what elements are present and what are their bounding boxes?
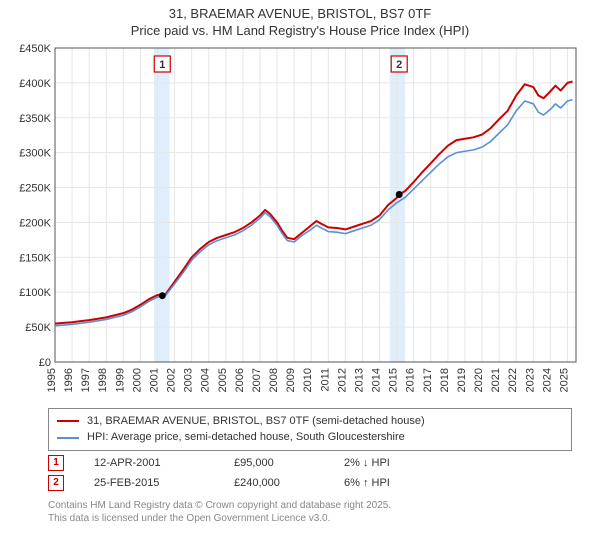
svg-text:£0: £0	[39, 357, 51, 369]
svg-text:2023: 2023	[524, 368, 536, 392]
svg-text:£250K: £250K	[19, 182, 51, 194]
legend-label-1: 31, BRAEMAR AVENUE, BRISTOL, BS7 0TF (se…	[87, 413, 425, 430]
footer-line1: Contains HM Land Registry data © Crown c…	[48, 499, 600, 512]
svg-text:£300K: £300K	[19, 147, 51, 159]
line-chart: £0 £50K £100K £150K £200K £250K £300K £350K £400…	[10, 42, 590, 402]
svg-text:2021: 2021	[490, 368, 502, 392]
annotation-row: 1 12-APR-2001 £95,000 2% ↓ HPI	[48, 455, 600, 471]
svg-text:2015: 2015	[388, 368, 400, 392]
svg-text:2009: 2009	[285, 368, 297, 392]
title-line2: Price paid vs. HM Land Registry's House …	[0, 23, 600, 40]
svg-text:2003: 2003	[183, 368, 195, 392]
svg-text:2000: 2000	[131, 368, 143, 392]
svg-text:2024: 2024	[541, 368, 553, 392]
svg-text:2007: 2007	[251, 368, 263, 392]
svg-text:1997: 1997	[80, 368, 92, 392]
svg-text:2: 2	[396, 59, 402, 71]
annotation-table: 1 12-APR-2001 £95,000 2% ↓ HPI 2 25-FEB-2015 £…	[0, 455, 600, 491]
svg-text:£400K: £400K	[19, 78, 51, 90]
legend-swatch-2	[57, 437, 79, 439]
svg-text:1996: 1996	[63, 368, 75, 392]
svg-text:2012: 2012	[336, 368, 348, 392]
svg-text:2010: 2010	[302, 368, 314, 392]
legend-row-1: 31, BRAEMAR AVENUE, BRISTOL, BS7 0TF (se…	[57, 413, 563, 430]
chart-area: £0 £50K £100K £150K £200K £250K £300K £350K £400…	[10, 42, 590, 402]
svg-text:2020: 2020	[473, 368, 485, 392]
svg-text:2013: 2013	[353, 368, 365, 392]
svg-text:£450K: £450K	[19, 43, 51, 55]
svg-text:2022: 2022	[507, 368, 519, 392]
annotation-price: £240,000	[234, 477, 314, 489]
annotation-row: 2 25-FEB-2015 £240,000 6% ↑ HPI	[48, 475, 600, 491]
svg-text:£150K: £150K	[19, 252, 51, 264]
annotation-marker: 1	[48, 455, 64, 471]
chart-title: 31, BRAEMAR AVENUE, BRISTOL, BS7 0TF Pri…	[0, 0, 600, 42]
svg-text:2004: 2004	[200, 368, 212, 392]
annotation-date: 12-APR-2001	[94, 457, 204, 469]
legend-row-2: HPI: Average price, semi-detached house,…	[57, 429, 563, 446]
svg-text:2001: 2001	[148, 368, 160, 392]
footer: Contains HM Land Registry data © Crown c…	[48, 499, 600, 525]
svg-text:£100K: £100K	[19, 287, 51, 299]
svg-text:2011: 2011	[319, 368, 331, 392]
svg-text:1995: 1995	[46, 368, 58, 392]
svg-text:2008: 2008	[268, 368, 280, 392]
annotation-price: £95,000	[234, 457, 314, 469]
legend-swatch-1	[57, 420, 79, 422]
svg-text:2018: 2018	[439, 368, 451, 392]
svg-text:2025: 2025	[558, 368, 570, 392]
annotation-date: 25-FEB-2015	[94, 477, 204, 489]
svg-text:2014: 2014	[371, 368, 383, 392]
annotation-pct: 6% ↑ HPI	[344, 477, 434, 489]
svg-text:2016: 2016	[405, 368, 417, 392]
svg-text:1999: 1999	[114, 368, 126, 392]
footer-line2: This data is licensed under the Open Gov…	[48, 512, 600, 525]
svg-text:2005: 2005	[217, 368, 229, 392]
annotation-pct: 2% ↓ HPI	[344, 457, 434, 469]
svg-text:2006: 2006	[234, 368, 246, 392]
svg-text:£200K: £200K	[19, 217, 51, 229]
svg-text:1998: 1998	[97, 368, 109, 392]
annotation-marker: 2	[48, 475, 64, 491]
svg-text:2017: 2017	[422, 368, 434, 392]
svg-text:2019: 2019	[456, 368, 468, 392]
svg-text:£350K: £350K	[19, 113, 51, 125]
title-line1: 31, BRAEMAR AVENUE, BRISTOL, BS7 0TF	[0, 6, 600, 23]
svg-text:1: 1	[159, 59, 165, 71]
legend-label-2: HPI: Average price, semi-detached house,…	[87, 429, 405, 446]
svg-text:2002: 2002	[166, 368, 178, 392]
svg-text:£50K: £50K	[25, 322, 51, 334]
legend: 31, BRAEMAR AVENUE, BRISTOL, BS7 0TF (se…	[48, 408, 572, 451]
